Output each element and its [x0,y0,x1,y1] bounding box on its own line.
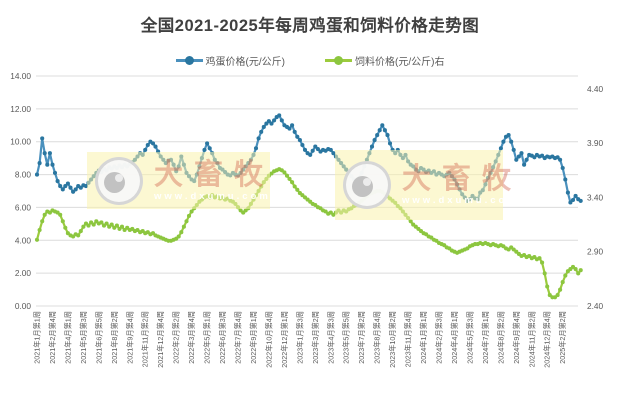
watermark-url: www.dxumu.com [154,190,271,202]
svg-text:2022年9月第1周: 2022年9月第1周 [249,311,258,364]
legend-item-feed-price: 饲料价格(元/公斤)右 [325,53,444,68]
feed-series-marker-icon [325,56,352,65]
watermark-brand: 大畜牧 [154,158,275,191]
watermark-url: www.dxumu.com [402,195,519,206]
svg-text:2024年2月第3周: 2024年2月第3周 [435,311,444,364]
svg-text:2021年5月第3周: 2021年5月第3周 [79,311,88,364]
svg-text:2021年11月第2周: 2021年11月第2周 [141,311,150,367]
svg-text:2024年9月第4周: 2024年9月第4周 [512,311,521,364]
svg-text:3.90: 3.90 [587,138,604,148]
svg-text:2024年4月第1周: 2024年4月第1周 [450,311,459,364]
svg-text:2022年10月第4周: 2022年10月第4周 [264,311,273,368]
svg-text:2024年12月第4周: 2024年12月第4周 [543,311,552,368]
svg-text:2.00: 2.00 [15,268,32,278]
svg-text:2023年1月第3周: 2023年1月第3周 [295,311,304,364]
svg-text:2024年5月第3周: 2024年5月第3周 [465,311,474,364]
svg-text:2022年6月第3周: 2022年6月第3周 [218,311,227,364]
watermark-box: 大畜牧 www.dxumu.com [335,150,516,220]
brand-logo-icon [95,156,143,205]
svg-text:2023年10月第2周: 2023年10月第2周 [388,311,397,368]
chart-title: 全国2021-2025年每周鸡蛋和饲料价格走势图 [140,17,480,35]
svg-text:2021年1月第1周: 2021年1月第1周 [33,311,42,364]
svg-text:2022年3月第4周: 2022年3月第4周 [187,311,196,364]
svg-text:2.40: 2.40 [587,301,604,311]
svg-text:2021年2月第4周: 2021年2月第4周 [48,311,57,364]
svg-text:4.00: 4.00 [15,235,32,245]
legend-item-egg-price: 鸡蛋价格(元/公斤) [175,53,285,68]
svg-text:2023年5月第5周: 2023年5月第5周 [342,311,351,364]
svg-text:2021年9月第4周: 2021年9月第4周 [125,311,134,364]
legend-label-feed: 饲料价格(元/公斤)右 [355,57,445,68]
svg-text:2021年12月第4周: 2021年12月第4周 [156,311,165,368]
legend: 鸡蛋价格(元/公斤) 饲料价格(元/公斤)右 [0,53,620,68]
svg-text:4.40: 4.40 [587,84,604,94]
svg-text:2.90: 2.90 [587,247,604,257]
legend-label-egg: 鸡蛋价格(元/公斤) [205,57,285,68]
svg-text:2024年11月第2周: 2024年11月第2周 [527,311,536,367]
svg-text:2024年7月第1周: 2024年7月第1周 [481,311,490,364]
svg-text:2022年2月第2周: 2022年2月第2周 [172,311,181,364]
svg-text:2023年3月第2周: 2023年3月第2周 [311,311,320,364]
svg-text:3.40: 3.40 [587,192,604,202]
svg-text:8.00: 8.00 [15,170,32,180]
svg-text:2025年2月第2周: 2025年2月第2周 [558,311,567,364]
svg-text:10.00: 10.00 [10,137,31,147]
svg-text:2022年5月第1周: 2022年5月第1周 [203,311,212,364]
watermark-brand: 大畜牧 [402,163,523,195]
svg-text:2023年11月第4周: 2023年11月第4周 [404,311,413,367]
svg-text:0.00: 0.00 [15,301,32,311]
svg-text:12.00: 12.00 [10,104,31,114]
svg-text:2022年7月第4周: 2022年7月第4周 [234,311,243,364]
watermark-box: 大畜牧 www.dxumu.com [87,152,270,209]
svg-text:2022年12月第1周: 2022年12月第1周 [280,311,289,368]
svg-text:6.00: 6.00 [15,202,32,212]
brand-logo-icon [343,161,391,209]
svg-text:2021年8月第2周: 2021年8月第2周 [110,311,119,364]
svg-text:2021年4月第1周: 2021年4月第1周 [63,311,72,364]
svg-text:2023年7月第2周: 2023年7月第2周 [357,311,366,364]
svg-text:2024年8月第2周: 2024年8月第2周 [496,311,505,364]
egg-series-marker-icon [175,56,203,65]
svg-text:2023年8月第4周: 2023年8月第4周 [373,311,382,364]
svg-text:2021年6月第5周: 2021年6月第5周 [94,311,103,364]
svg-text:14.00: 14.00 [10,71,31,81]
svg-text:2024年1月第1周: 2024年1月第1周 [419,311,428,364]
svg-text:2023年4月第3周: 2023年4月第3周 [326,311,335,364]
